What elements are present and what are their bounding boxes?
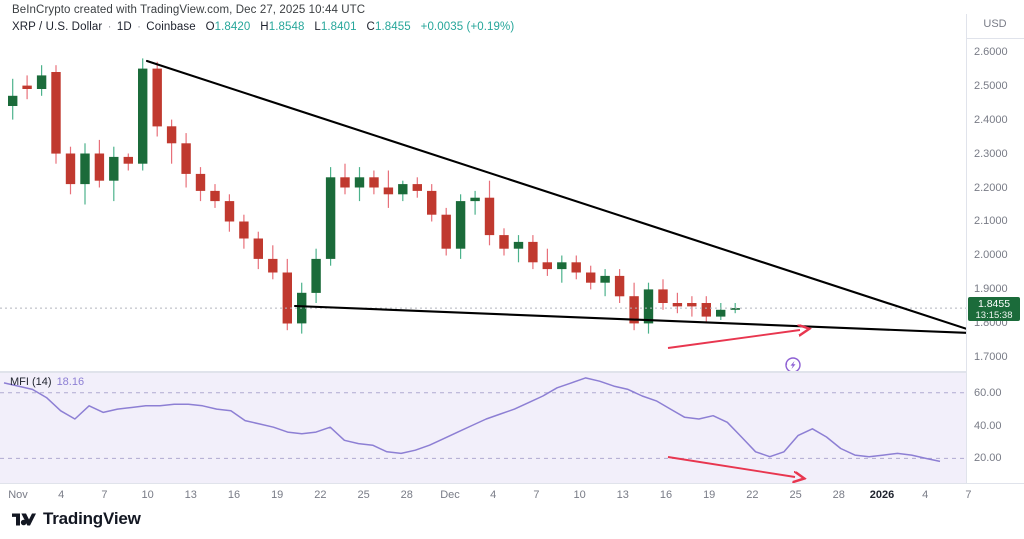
time-tick-19: 19 [271, 489, 284, 501]
time-tick-4: 4 [58, 489, 65, 501]
legend-low-value: 1.8401 [320, 21, 357, 33]
time-tick-10: 10 [141, 489, 154, 501]
time-tick-16: 16 [227, 489, 241, 501]
legend-open-value: 1.8420 [214, 21, 251, 33]
time-tick-22: 22 [314, 489, 327, 501]
time-tick-28: 28 [832, 489, 845, 501]
time-tick-Nov: Nov [8, 489, 28, 501]
legend-interval[interactable]: 1D [116, 21, 132, 33]
legend-change: +0.0035 (+0.19%) [420, 21, 515, 33]
price-tick-2.2000: 2.2000 [974, 181, 1008, 194]
legend-high-value: 1.8548 [268, 21, 305, 33]
legend-symbol[interactable]: XRP / U.S. Dollar [12, 21, 103, 33]
chart-legend: XRP / U.S. Dollar · 1D · Coinbase O1.842… [12, 21, 514, 33]
mfi-series [0, 377, 966, 483]
attribution-text: BeInCrypto created with TradingView.com,… [12, 4, 366, 16]
mfi-tick-60.00: 60.00 [974, 386, 1002, 399]
mfi-title: MFI (14) [10, 376, 52, 388]
price-tick-2.6000: 2.6000 [974, 45, 1008, 58]
legend-close-value: 1.8455 [374, 21, 411, 33]
price-tick-1.7000: 1.7000 [974, 351, 1008, 364]
tradingview-mark-icon [12, 513, 36, 525]
time-tick-13: 13 [616, 489, 629, 501]
price-axis-top-separator [966, 38, 1024, 39]
price-tick-1.9000: 1.9000 [974, 283, 1008, 296]
time-tick-7: 7 [533, 489, 540, 501]
time-tick-4: 4 [490, 489, 497, 501]
mfi-legend: MFI (14) 18.16 [10, 376, 84, 388]
price-tick-2.3000: 2.3000 [974, 147, 1008, 160]
time-tick-19: 19 [703, 489, 716, 501]
legend-high-key: H [260, 21, 269, 33]
time-tick-7: 7 [965, 489, 972, 501]
time-tick-25: 25 [357, 489, 370, 501]
time-tick-22: 22 [746, 489, 759, 501]
time-tick-7: 7 [101, 489, 108, 501]
tradingview-wordmark: TradingView [43, 509, 141, 528]
time-tick-28: 28 [400, 489, 413, 501]
time-tick-4: 4 [922, 489, 929, 501]
price-tick-2.0000: 2.0000 [974, 249, 1008, 262]
tradingview-logo[interactable]: TradingView [12, 509, 141, 529]
candlestick-series [0, 58, 966, 371]
mfi-tick-20.00: 20.00 [974, 452, 1002, 465]
current-price-badge: 1.8455 13:15:38 [968, 297, 1020, 322]
current-price-value: 1.8455 [977, 298, 1011, 311]
legend-open-key: O [205, 21, 215, 33]
mfi-tick-40.00: 40.00 [974, 419, 1002, 432]
price-axis-currency: USD [983, 18, 1007, 30]
price-pane[interactable] [0, 38, 966, 371]
legend-separator-2: · [137, 21, 141, 33]
price-axis[interactable] [966, 14, 1024, 483]
time-tick-Dec: Dec [440, 489, 460, 501]
time-tick-16: 16 [659, 489, 673, 501]
legend-separator-1: · [107, 21, 112, 33]
mfi-value: 18.16 [56, 376, 85, 388]
bar-countdown-timer: 13:15:38 [975, 310, 1013, 322]
price-tick-2.5000: 2.5000 [974, 79, 1008, 92]
pane-divider [0, 371, 1024, 373]
time-axis[interactable]: Nov 4 7 10 13 16 19 22 25 28 Dec 4 7 10 13 16 19 22 25 28 20… [0, 483, 1024, 506]
time-tick-13: 13 [184, 489, 197, 501]
time-tick-10: 10 [573, 489, 586, 501]
lightning-bolt-icon [785, 357, 801, 371]
price-tick-2.1000: 2.1000 [974, 215, 1008, 228]
price-tick-2.4000: 2.4000 [974, 113, 1008, 126]
time-tick-25: 25 [789, 489, 802, 501]
legend-low-key: L [314, 21, 321, 33]
legend-exchange[interactable]: Coinbase [146, 21, 196, 33]
time-tick-2026: 2026 [869, 489, 895, 501]
legend-close-key: C [366, 21, 375, 33]
mfi-pane[interactable] [0, 373, 966, 483]
